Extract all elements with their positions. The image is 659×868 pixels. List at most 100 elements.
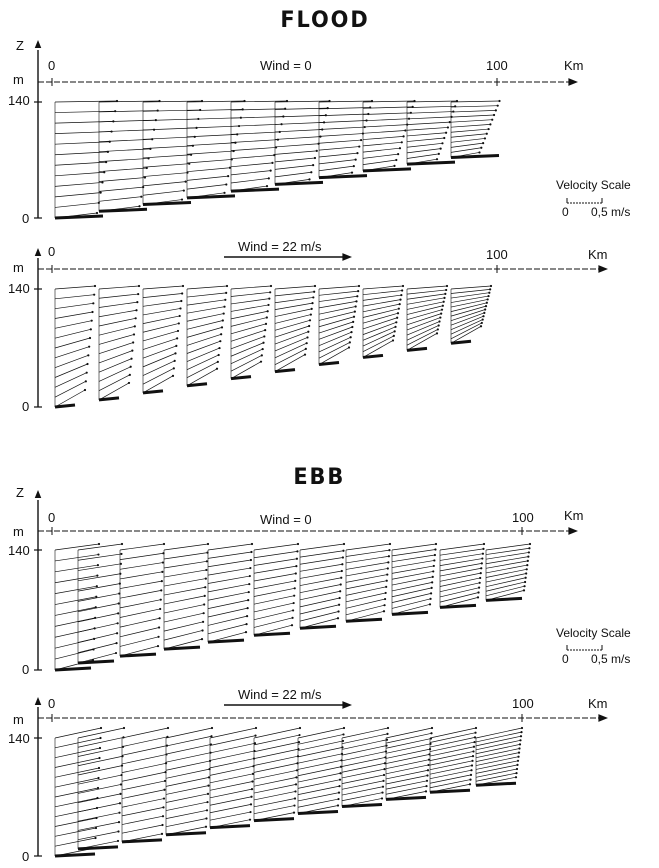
z-axis-label-ebb: Z (16, 485, 24, 500)
panel3-station-5-vector (207, 575, 250, 584)
panel2-station-10-vector (450, 289, 491, 294)
panel2-station-1-vector (54, 320, 92, 329)
panel2-station-8-band (362, 353, 384, 359)
panel3-station-4-vector (163, 612, 204, 623)
panel3-station-6-tip (293, 594, 296, 597)
panel1-station-2-vector (98, 177, 145, 182)
panel2-station-3-vector (142, 360, 175, 376)
panel4-station-8-tip (382, 779, 385, 782)
panel3-station-5-tip (248, 574, 251, 578)
panel1-station-10-tip (491, 118, 494, 121)
panel2-station-4-band (186, 382, 208, 388)
panel2-station-3-vector (142, 300, 182, 307)
panel4-wind-label: Wind = 22 m/s (238, 687, 322, 702)
panel1-station-4-band (186, 194, 236, 200)
panel1-station-4-vector (186, 134, 238, 138)
panel3-station-10-tip (477, 586, 481, 589)
panel3-station-10-tip (482, 542, 486, 546)
panel4-station-11-tip (519, 739, 522, 742)
panel4-station-10-tip (470, 769, 473, 772)
panel1-station-3-vector (142, 136, 195, 140)
panel2-station-3-vector (142, 308, 181, 316)
panel4-station-9-vector (385, 780, 428, 790)
panel4-station-7-tip (338, 785, 341, 788)
panel2-z140: 140 (8, 281, 30, 296)
panel3-station-7-tip (339, 583, 342, 586)
panel4-station-3-tip (162, 806, 165, 809)
panel1-station-9-vector (406, 121, 450, 125)
panel4-station-11-vector (475, 727, 523, 739)
panel4-station-3-tip (161, 823, 164, 827)
panel4-station-7-vector (297, 785, 340, 795)
panel1-station-6-vector (274, 114, 326, 118)
panel2-station-4-vector (186, 333, 222, 346)
panel4-station-10-tip (471, 755, 475, 758)
panel2-station-1-band (54, 403, 76, 409)
panel4-station-11-tip (517, 751, 521, 754)
panel3-station-3-vector (119, 562, 163, 570)
panel1-z140: 140 (8, 93, 30, 108)
panel1-station-1-vector (54, 192, 101, 198)
panel4-station-8-tip (381, 791, 384, 794)
panel3-station-11-vector (485, 568, 527, 578)
panel2-station-5-band (230, 375, 252, 381)
panel4-station-9-tip (426, 774, 429, 777)
panel3-station-8-tip (386, 567, 389, 570)
panel4-station-6-tip (295, 776, 298, 779)
panel1-station-1-tip (95, 211, 99, 215)
panel1-station-1-tip (103, 171, 106, 174)
panel2-station-4-tip (225, 291, 228, 294)
panel1-station-3-band (142, 201, 192, 207)
panel4-station-6-vector (253, 741, 300, 753)
panel4-station-10-vector (429, 774, 472, 784)
panel3-station-7-tip (339, 590, 342, 593)
panel4-station-7-vector (297, 740, 344, 751)
panel2-station-10-vector (450, 309, 486, 321)
panel4-station-5-vector (209, 781, 253, 791)
panel4-station-4-tip (206, 800, 209, 804)
panel3-station-4-vector (163, 578, 206, 587)
panel4-station-7-vector (297, 747, 343, 758)
panel1-station-4-vector (186, 175, 229, 181)
panel4-z-arrow (34, 697, 42, 705)
panel2-station-6-tip (310, 307, 313, 310)
panel1-station-9-band (406, 160, 456, 166)
panel4-station-4-vector (165, 744, 212, 755)
panel4-station-3-band (121, 838, 163, 844)
panel3-station-11-vector (485, 560, 528, 569)
panel4-station-8-tip (386, 732, 389, 735)
panel2-station-9-vector (406, 321, 440, 336)
panel4-x100: 100 (512, 696, 534, 711)
panel1-station-2-vector (98, 138, 153, 143)
panel3-station-3-vector (119, 617, 160, 628)
panel1-station-8-vector (362, 124, 408, 128)
panel2-station-5-tip (263, 335, 266, 338)
panel4-station-8-tip (383, 762, 387, 765)
panel1-station-8-tip (404, 129, 407, 132)
panel2-station-10-vector (450, 299, 488, 308)
panel4-station-2-vector (77, 821, 120, 831)
panel2-wind-arrow-head (342, 253, 352, 261)
panel3-station-3-tip (162, 542, 166, 546)
panel4-station-3-vector (121, 789, 165, 799)
panel4-station-2-tip (119, 792, 122, 795)
panel3-station-6-tip (294, 572, 297, 575)
panel3-station-8-vector (345, 543, 391, 551)
panel2-station-6-vector (274, 285, 316, 290)
panel4-station-9-vector (385, 754, 430, 764)
panel2-station-3-tip (179, 307, 182, 310)
panel2-station-3-tip (175, 344, 178, 347)
panel2-station-4-tip (223, 305, 226, 308)
panel1-station-10-tip (494, 109, 497, 112)
panel3-station-2-vector (77, 563, 121, 571)
panel2-station-5-tip (264, 329, 267, 332)
panel1-station-10-tip (482, 141, 485, 145)
panel1-station-1-vector (54, 151, 108, 156)
panel2-station-7-vector (318, 301, 357, 309)
panel4-station-4-tip (210, 726, 214, 730)
panel1-station-1-vector (54, 161, 107, 166)
panel2-station-4-vector (186, 292, 227, 298)
panel3-station-7-vector (299, 570, 342, 579)
panel1-station-5-band (230, 187, 280, 193)
panel2-station-3-vector (142, 323, 179, 333)
